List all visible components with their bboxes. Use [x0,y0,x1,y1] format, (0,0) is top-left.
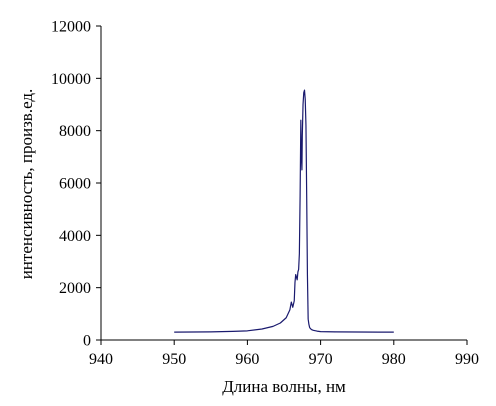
y-ticks: 0 2000 4000 6000 8000 10000 12000 [51,19,101,350]
series-group [174,89,394,333]
x-tick-label: 990 [455,351,479,368]
y-tick-label: 4000 [59,228,91,245]
x-tick-label: 980 [382,351,406,368]
x-tick-label: 940 [89,351,113,368]
spectrum-line [174,89,394,333]
y-tick-label: 0 [83,333,91,350]
y-tick-label: 12000 [51,19,91,36]
x-tick-label: 960 [235,351,259,368]
y-tick-label: 6000 [59,176,91,193]
y-tick-label: 10000 [51,71,91,88]
y-tick-label: 8000 [59,123,91,140]
x-tick-label: 950 [162,351,186,368]
x-ticks: 940 950 960 970 980 990 [89,340,479,368]
x-axis-title: Длина волны, нм [222,377,346,396]
y-axis-title: интенсивность, произв.ед. [17,89,36,280]
y-tick-label: 2000 [59,280,91,297]
x-tick-label: 970 [309,351,333,368]
